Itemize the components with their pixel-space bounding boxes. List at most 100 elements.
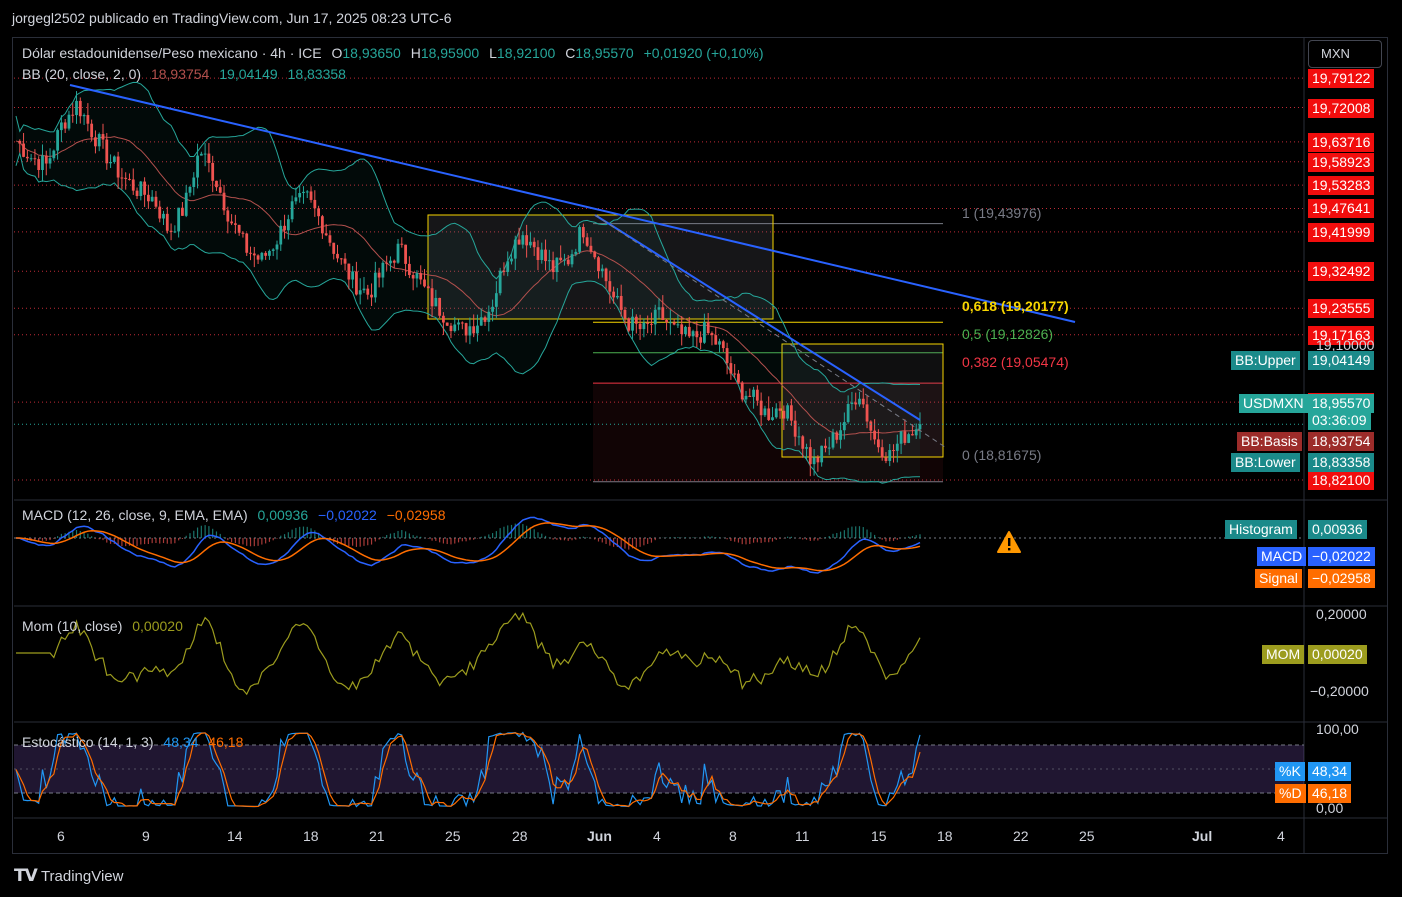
candle-body	[230, 221, 233, 224]
candle-body	[71, 114, 75, 116]
candle-body	[657, 307, 661, 310]
candle-body	[578, 227, 581, 252]
candle-body	[86, 115, 90, 124]
candle-body	[336, 253, 339, 259]
candle-body	[714, 335, 718, 345]
candle-body	[494, 293, 498, 307]
time-axis-label: 15	[871, 828, 887, 844]
candle-body	[729, 363, 733, 374]
candle-body	[457, 322, 460, 325]
trendline-main	[69, 84, 1076, 323]
bollinger-upper-line	[15, 81, 921, 393]
candle-body	[680, 324, 684, 335]
candle-body	[740, 382, 744, 400]
candle-body	[385, 262, 389, 264]
symbol-title[interactable]: Dólar estadounidense/Peso mexicano · 4h …	[22, 45, 322, 61]
candle-body	[835, 432, 839, 440]
candle-body	[162, 213, 165, 219]
candle-body	[112, 156, 116, 162]
candle-body	[585, 237, 589, 246]
bb-legend-basis: 18,93754	[150, 66, 210, 82]
macd-tag-value: −0,02022	[1308, 547, 1375, 566]
candle-body	[177, 207, 181, 232]
macd-tag-label: MACD	[1257, 547, 1307, 566]
candle-body	[241, 232, 245, 234]
candle-body	[638, 323, 642, 330]
price-level-tag: 18,82100	[1308, 471, 1375, 490]
warning-icon[interactable]	[996, 530, 1022, 554]
candle-body	[169, 230, 173, 232]
time-axis-label: 18	[303, 828, 319, 844]
candle-body	[90, 123, 94, 138]
chart-frame[interactable]	[12, 37, 1388, 854]
price-level-tag: 19,58923	[1308, 152, 1375, 172]
candle-body	[124, 177, 128, 179]
bollinger-lower-line	[15, 151, 921, 484]
time-axis-label: 21	[369, 828, 385, 844]
bollinger-basis-line	[15, 136, 921, 436]
candle-body	[540, 249, 544, 260]
candle-body	[521, 235, 525, 245]
consolidation-box	[427, 214, 774, 320]
bb-basis-tag-label: BB:Basis	[1237, 432, 1302, 451]
candle-body	[430, 288, 434, 307]
candle-body	[846, 404, 850, 423]
bb-legend[interactable]: BB (20, close, 2, 0) 18,93754 19,04149 1…	[22, 66, 352, 82]
candle-body	[309, 191, 313, 200]
high-label: H	[410, 45, 421, 61]
price-level-tag: 19,41999	[1308, 222, 1375, 242]
time-axis-label: 25	[1079, 828, 1095, 844]
candle-body	[199, 153, 203, 156]
candle-body	[97, 134, 101, 147]
candle-body	[816, 457, 820, 463]
candle-body	[283, 225, 286, 231]
candle-body	[623, 309, 627, 319]
axis-label-mom-plus: 0,20000	[1316, 606, 1367, 622]
currency-button[interactable]: MXN	[1308, 40, 1382, 68]
candle-body	[616, 295, 619, 298]
candle-body	[362, 288, 366, 291]
candle-body	[59, 122, 63, 131]
candle-body	[211, 162, 215, 181]
candle-body	[260, 252, 264, 260]
usdmxn-tag-label: USDMXN	[1239, 394, 1308, 413]
candle-body	[483, 317, 487, 322]
candle-body	[536, 247, 540, 260]
candle-body	[37, 159, 41, 171]
candle-body	[691, 331, 695, 337]
mom-legend[interactable]: Mom (10, close) 0,00020	[22, 618, 189, 634]
stoch-legend-name: Estocástico (14, 1, 3)	[22, 734, 154, 750]
candle-body	[135, 190, 139, 197]
candle-body	[510, 258, 513, 262]
price-level-tag: 19,79122	[1308, 69, 1375, 89]
tv-logo-icon: 𝗧𝗩	[14, 866, 38, 885]
mom-legend-name: Mom (10, close)	[22, 618, 123, 634]
candle-body	[502, 270, 506, 272]
candle-body	[839, 430, 842, 440]
axis-label-mom-minus: −0,20000	[1310, 683, 1369, 699]
candle-body	[880, 447, 884, 458]
candle-body	[67, 114, 71, 129]
candle-body	[612, 291, 616, 298]
candle-body	[627, 318, 631, 331]
candle-body	[842, 422, 846, 431]
candle-body	[668, 322, 672, 324]
candle-body	[884, 457, 888, 461]
candle-body	[358, 290, 362, 295]
tradingview-logo[interactable]: 𝗧𝗩 TradingView	[14, 866, 123, 886]
candle-body	[755, 389, 759, 401]
candle-body	[778, 408, 782, 411]
stoch-legend[interactable]: Estocástico (14, 1, 3) 48,34 46,18	[22, 734, 249, 750]
mom-tag-value: 0,00020	[1308, 645, 1367, 664]
candle-body	[824, 445, 827, 449]
candle-body	[396, 243, 400, 263]
candle-body	[876, 439, 880, 448]
macd-legend[interactable]: MACD (12, 26, close, 9, EMA, EMA) 0,0093…	[22, 507, 452, 523]
candle-body	[831, 432, 835, 448]
d-tag-label: %D	[1275, 784, 1306, 803]
candle-body	[801, 436, 805, 449]
candle-body	[653, 309, 657, 325]
candle-body	[555, 257, 559, 273]
signal-tag-value: −0,02958	[1308, 569, 1375, 588]
